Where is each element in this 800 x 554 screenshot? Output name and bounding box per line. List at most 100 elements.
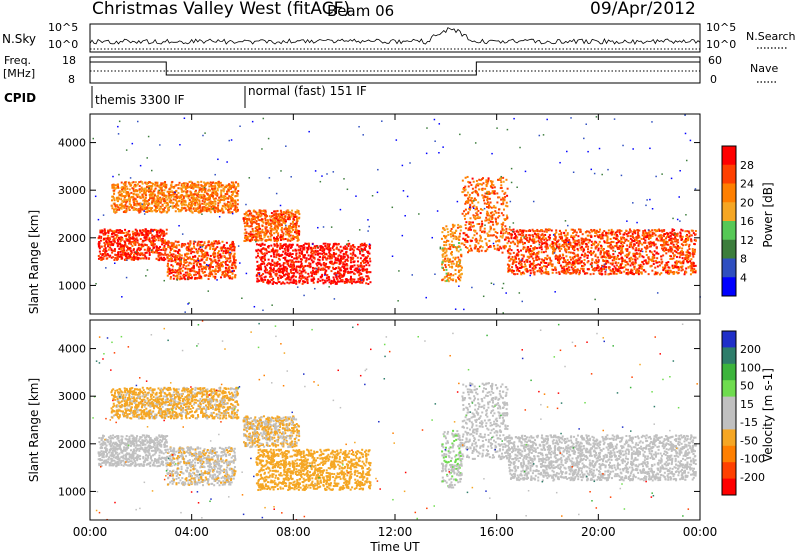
echo-cell [459, 276, 462, 279]
echo-cell [545, 270, 548, 273]
echo-cell [200, 240, 203, 243]
echo-cell [464, 246, 467, 249]
echo-cell [321, 246, 324, 249]
echo-cell [464, 217, 467, 220]
echo-cell [274, 237, 277, 240]
echo-cell [269, 238, 272, 241]
echo-cell [479, 227, 482, 230]
echo-cell [292, 222, 295, 225]
echo-cell [454, 272, 457, 275]
echo-cell [258, 272, 261, 275]
echo-cell [440, 237, 443, 240]
echo-cell [148, 181, 151, 184]
echo-cell [641, 265, 644, 268]
echo-cell [442, 253, 445, 256]
echo-cell [148, 232, 151, 235]
echo-cell [256, 234, 259, 237]
echo-cell [450, 244, 453, 247]
echo-cell [163, 182, 166, 185]
echo-cell [556, 256, 559, 259]
echo-cell [277, 278, 280, 281]
echo-cell [136, 193, 139, 196]
echo-cell [324, 245, 327, 248]
echo-cell [464, 176, 467, 179]
nsky-right-tick-bottom: 10^0 [706, 38, 736, 51]
echo-cell [329, 249, 332, 252]
echo-cell [119, 243, 122, 246]
echo-cell [201, 268, 204, 271]
echo-cell [222, 252, 225, 255]
echo-cell [136, 190, 139, 193]
echo-cell [319, 252, 322, 255]
echo-cell [478, 183, 481, 186]
echo-cell [261, 253, 264, 256]
echo-cell [132, 247, 135, 250]
echo-cell [325, 277, 328, 280]
echo-cell [260, 248, 263, 251]
echo-cell [489, 220, 492, 223]
echo-cell [109, 238, 112, 241]
echo-cell [532, 269, 535, 272]
echo-cell [342, 274, 345, 277]
echo-cell [132, 208, 135, 211]
echo-cell [176, 196, 179, 199]
echo-cell [115, 254, 118, 257]
echo-cell [256, 211, 259, 214]
echo-cell [276, 263, 279, 266]
echo-cell [472, 180, 475, 183]
echo-cell [302, 244, 305, 247]
echo-cell [177, 208, 180, 211]
echo-cell [365, 268, 368, 271]
echo-cell [295, 275, 298, 278]
echo-cell [335, 246, 338, 249]
echo-cell [230, 190, 233, 193]
echo-cell [279, 209, 282, 212]
echo-cell [339, 261, 342, 264]
echo-cell [278, 215, 281, 218]
echo-cell [281, 236, 284, 239]
echo-cell [226, 193, 229, 196]
echo-cell [270, 231, 273, 234]
echo-cell [284, 218, 287, 221]
echo-cell [287, 260, 290, 263]
echo-cell [150, 207, 153, 210]
echo-cell [98, 245, 101, 248]
echo-cell [194, 204, 197, 207]
echo-cell [560, 256, 563, 259]
echo-cell [194, 193, 197, 196]
echo-cell [167, 241, 170, 244]
echo-cell [226, 247, 229, 250]
echo-cell [277, 238, 280, 241]
echo-cell [570, 236, 573, 239]
echo-cell [647, 235, 650, 238]
echo-cell [186, 186, 189, 189]
echo-cell [474, 218, 477, 221]
echo-cell [228, 183, 231, 186]
echo-cell [323, 248, 326, 251]
echo-cell [284, 249, 287, 252]
echo-cell [198, 270, 201, 273]
echo-cell [132, 198, 135, 201]
echo-cell [649, 230, 652, 233]
echo-cell [123, 206, 126, 209]
echo-cell [502, 221, 505, 224]
echo-cell [198, 189, 201, 192]
echo-cell [321, 275, 324, 278]
echo-cell [257, 279, 260, 282]
echo-cell [178, 197, 181, 200]
echo-cell [188, 244, 191, 247]
echo-cell [263, 247, 266, 250]
echo-cell [292, 224, 295, 227]
echo-cell [269, 268, 272, 271]
echo-cell [367, 261, 370, 264]
echo-cell [192, 264, 195, 267]
echo-cell [258, 219, 261, 222]
echo-cell [254, 221, 257, 224]
echo-cell [198, 259, 201, 262]
echo-cell [284, 266, 287, 269]
echo-cell [472, 205, 475, 208]
echo-cell [551, 263, 554, 266]
echo-cell [192, 195, 195, 198]
echo-cell [214, 200, 217, 203]
echo-cell [494, 218, 497, 221]
